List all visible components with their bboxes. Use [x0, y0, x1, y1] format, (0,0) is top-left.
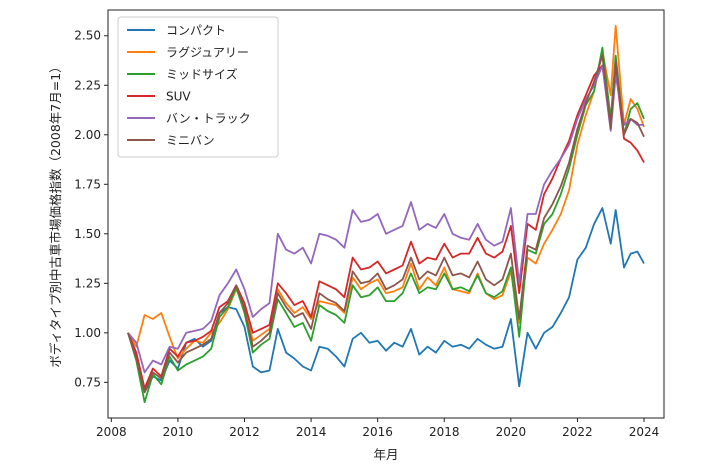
x-axis: 2008 2010 2012 2014 2016 2018 2020 2022 2024 — [96, 418, 659, 439]
x-tick-label: 2010 — [163, 425, 194, 439]
legend-label: ラグジュアリー — [166, 46, 249, 60]
y-tick-label: 1.75 — [74, 177, 101, 191]
series-line-3 — [127, 64, 645, 390]
x-tick-label: 2022 — [562, 425, 593, 439]
y-tick-label: 2.00 — [74, 128, 101, 142]
legend-label: コンパクト — [166, 24, 226, 38]
y-tick-label: 2.25 — [74, 78, 101, 92]
x-axis-label: 年月 — [373, 447, 398, 462]
y-tick-label: 1.25 — [74, 276, 101, 290]
y-tick-label: 0.75 — [74, 375, 101, 389]
x-tick-label: 2024 — [629, 425, 660, 439]
x-tick-label: 2016 — [362, 425, 393, 439]
y-tick-label: 1.50 — [74, 227, 101, 241]
x-tick-label: 2008 — [96, 425, 127, 439]
series-line-5 — [127, 54, 645, 394]
x-tick-label: 2014 — [296, 425, 327, 439]
y-axis-label: ボディタイプ別中古車市場価格指数（2008年7月=1） — [48, 60, 63, 367]
y-tick-label: 2.50 — [74, 29, 101, 43]
x-tick-label: 2018 — [429, 425, 460, 439]
series-line-2 — [127, 46, 645, 404]
legend-label: SUV — [166, 90, 191, 104]
legend-label: ミニバン — [166, 134, 215, 148]
legend-box — [117, 16, 279, 158]
x-tick-label: 2012 — [229, 425, 260, 439]
series-lines — [127, 24, 645, 404]
y-axis: 0.75 1.00 1.25 1.50 1.75 2.00 2.25 2.50 — [74, 29, 108, 389]
y-tick-label: 1.00 — [74, 326, 101, 340]
series-line-4 — [127, 64, 644, 374]
legend-label: ミッドサイズ — [166, 67, 238, 82]
legend-label: バン・トラック — [166, 112, 251, 126]
x-tick-label: 2020 — [496, 425, 527, 439]
plot-frame — [107, 9, 665, 419]
